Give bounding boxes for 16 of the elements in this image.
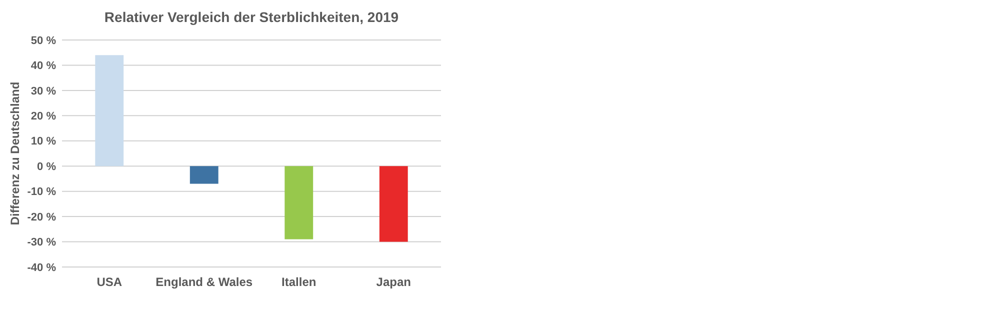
- x-tick-label: USA: [96, 275, 122, 289]
- x-tick-label: England & Wales: [156, 275, 253, 289]
- y-tick-label: -30 %: [27, 236, 56, 249]
- y-tick-label: -40 %: [27, 262, 56, 274]
- y-tick-label: -10 %: [27, 186, 56, 198]
- y-tick-label: 30 %: [30, 85, 56, 98]
- y-tick-label: 20 %: [30, 110, 56, 123]
- chart-title: Relativer Vergleich der Sterblichkeiten, 2019: [104, 9, 399, 25]
- y-axis-title: Differenz zu Deutschland: [8, 82, 22, 226]
- y-tick-label: 0 %: [37, 160, 56, 173]
- y-tick-label: 40 %: [30, 60, 56, 72]
- y-tick-label: -20 %: [27, 211, 56, 224]
- y-tick-label: 10 %: [30, 136, 56, 148]
- y-tick-label: 50 %: [30, 34, 56, 47]
- x-tick-label: Japan: [376, 275, 411, 289]
- x-tick-label: Itallen: [282, 275, 316, 289]
